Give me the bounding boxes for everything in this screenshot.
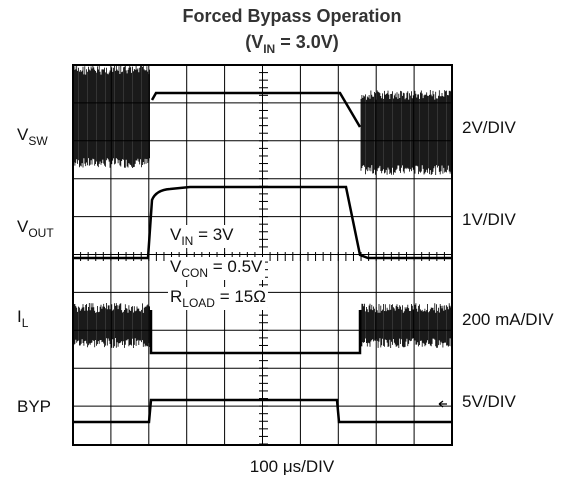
annotation-bg	[168, 225, 237, 248]
channel-name-part: I	[17, 307, 22, 326]
subtitle-part: IN	[263, 42, 275, 56]
x-label: 100 μs/DIV	[250, 457, 335, 476]
annotation-part: = 3V	[193, 225, 234, 244]
channel-name-part: OUT	[28, 226, 54, 240]
channel-scale: 2V/DIV	[462, 118, 517, 137]
marker-arrow	[438, 400, 447, 408]
switching-noise	[73, 65, 150, 168]
switching-noise	[73, 303, 150, 348]
subtitle-part: = 3.0V)	[275, 32, 339, 52]
channel-scale: 5V/DIV	[462, 392, 517, 411]
annotation-bg	[168, 257, 266, 280]
annotation-part: LOAD	[182, 296, 215, 310]
channel-name-part: SW	[28, 134, 48, 148]
vout-trace	[74, 185, 451, 260]
byp-trace	[74, 398, 451, 424]
annotation: VCON = 0.5V	[170, 257, 263, 280]
annotation-part: R	[170, 287, 182, 306]
channel-scale: 200 mA/DIV	[462, 310, 554, 329]
title: Forced Bypass Operation	[182, 6, 401, 26]
channel-name: IL	[17, 307, 29, 330]
annotation-part: V	[170, 257, 182, 276]
channel-name-part: BYP	[17, 397, 51, 416]
vsw-trace	[150, 91, 362, 128]
switching-noise	[360, 303, 452, 348]
annotation-part: V	[170, 225, 182, 244]
annotation-part: IN	[181, 234, 193, 248]
channel-name-part: L	[22, 316, 29, 330]
annotation-bg	[168, 287, 268, 310]
channel-name-part: V	[17, 217, 29, 236]
subtitle: (VIN = 3.0V)	[245, 32, 339, 56]
channel-name: VOUT	[17, 217, 54, 240]
subtitle-part: (V	[245, 32, 263, 52]
channel-name: BYP	[17, 397, 51, 416]
annotation: RLOAD = 15Ω	[170, 287, 266, 310]
annotation-part: = 15Ω	[215, 287, 266, 306]
switching-noise	[360, 90, 452, 175]
channel-name-part: V	[17, 125, 29, 144]
annotation-part: CON	[181, 266, 208, 280]
il-trace	[149, 310, 362, 355]
channel-name: VSW	[17, 125, 48, 148]
channel-scale: 1V/DIV	[462, 210, 517, 229]
traces	[73, 65, 452, 424]
annotation-part: = 0.5V	[208, 257, 263, 276]
annotation: VIN = 3V	[170, 225, 234, 248]
